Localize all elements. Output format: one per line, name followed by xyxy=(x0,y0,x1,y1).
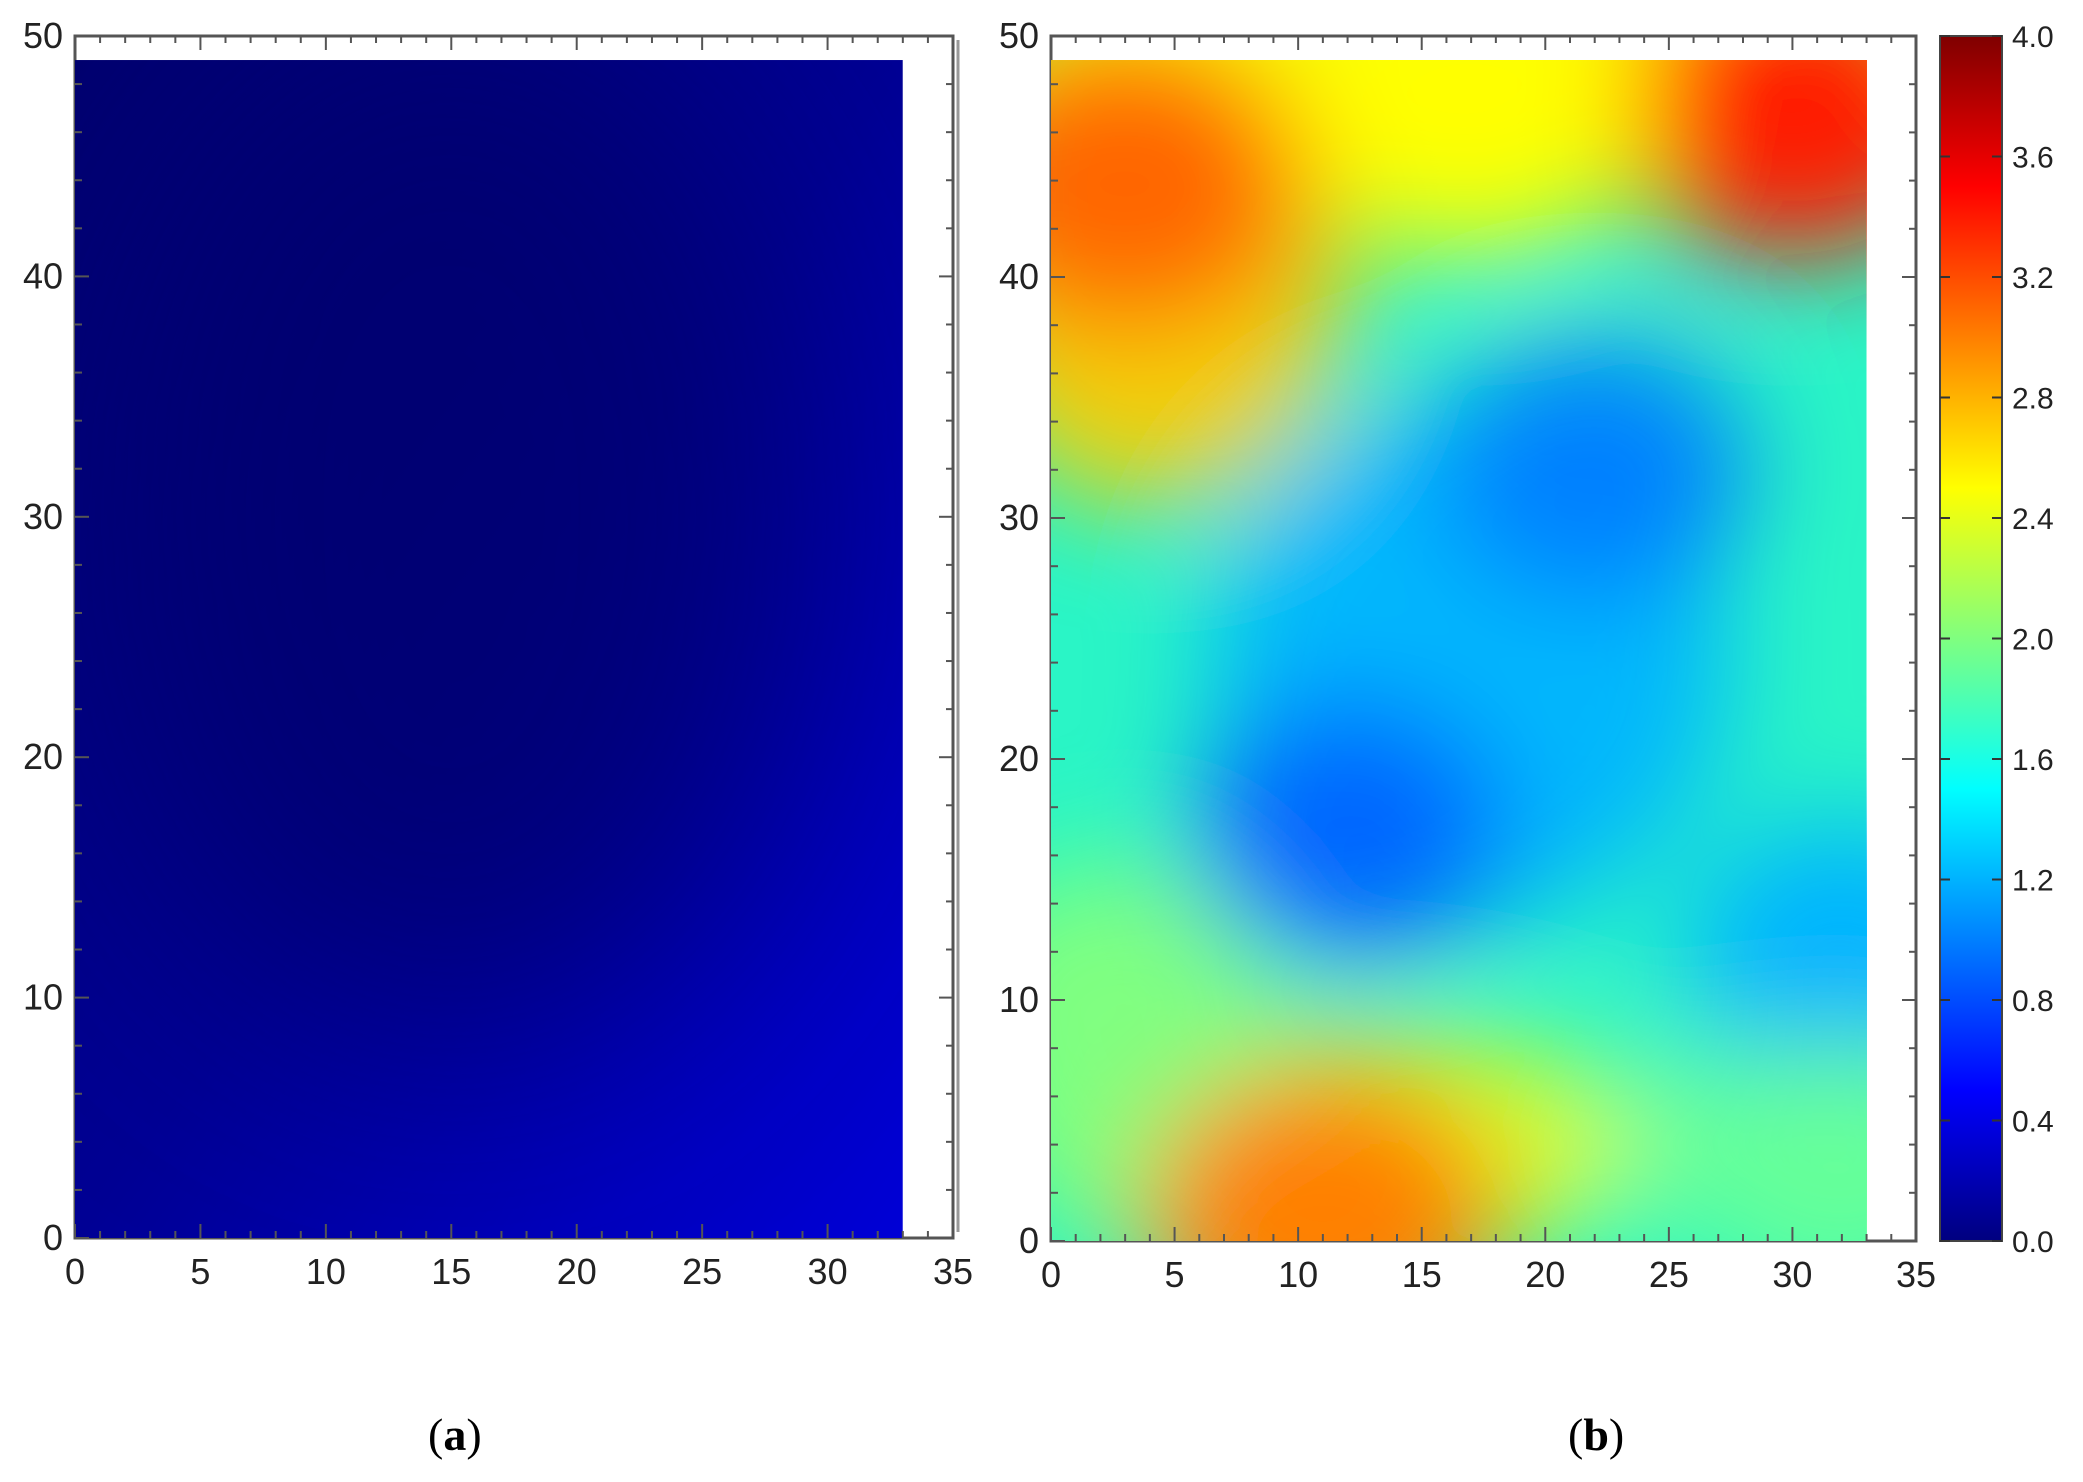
heatmap-feature xyxy=(1291,60,1652,259)
x-tick-label: 25 xyxy=(1649,1254,1689,1295)
x-tick-label: 5 xyxy=(190,1251,210,1292)
y-tick-label: 40 xyxy=(999,256,1039,297)
y-axis-ticks-a: 0 10 20 30 40 50 xyxy=(23,15,953,1258)
x-axis-ticks-b: 0 5 10 15 20 25 30 35 xyxy=(1041,36,1936,1295)
colorbar-tick-label: 2.4 xyxy=(2012,503,2054,536)
panel-label-a: (a) xyxy=(428,1409,482,1460)
y-tick-label: 0 xyxy=(43,1217,63,1258)
y-tick-label: 20 xyxy=(999,738,1039,779)
x-tick-label: 10 xyxy=(1278,1254,1318,1295)
y-tick-label: 30 xyxy=(23,496,63,537)
colorbar-tick-label: 2.8 xyxy=(2012,383,2054,416)
colorbar-tick-label: 1.2 xyxy=(2012,865,2054,898)
heatmap-feature xyxy=(1051,870,1257,1130)
x-axis-ticks-a: 0 5 10 15 20 25 30 35 xyxy=(65,36,973,1292)
x-tick-label: 15 xyxy=(1402,1254,1442,1295)
y-tick-label: 10 xyxy=(23,977,63,1018)
colorbar-tick-label: 3.2 xyxy=(2012,262,2054,295)
heatmap-dark-region-a xyxy=(91,60,812,1037)
y-axis-ticks-b: 0 10 20 30 40 50 xyxy=(999,15,1916,1261)
colorbar-tick-label: 2.0 xyxy=(2012,624,2054,657)
colorbar-tick-label: 0.8 xyxy=(2012,985,2054,1018)
x-tick-label: 35 xyxy=(933,1251,973,1292)
x-tick-label: 20 xyxy=(557,1251,597,1292)
x-tick-label: 0 xyxy=(65,1251,85,1292)
heatmap-feature xyxy=(1685,1038,1867,1242)
heatmap-panel-a: 0 5 10 15 20 25 30 35 0 10 20 30 40 50 xyxy=(23,15,973,1292)
x-tick-label: 15 xyxy=(431,1251,471,1292)
x-tick-label: 25 xyxy=(682,1251,722,1292)
colorbar-tick-label: 1.6 xyxy=(2012,744,2054,777)
colorbar-ticks: 0.0 0.4 0.8 1.2 1.6 2.0 2.4 2.8 3.2 3.6 4.0 xyxy=(1940,21,2054,1259)
colorbar-tick-label: 4.0 xyxy=(2012,21,2054,54)
y-tick-label: 30 xyxy=(999,497,1039,538)
x-tick-label: 0 xyxy=(1041,1254,1061,1295)
panel-label-b: (b) xyxy=(1568,1409,1625,1460)
heatmap-feature xyxy=(1142,1066,1503,1242)
y-tick-label: 10 xyxy=(999,979,1039,1020)
colorbar: 0.0 0.4 0.8 1.2 1.6 2.0 2.4 2.8 3.2 3.6 4.0 xyxy=(1939,21,2054,1259)
heatmap-panel-b: 0 5 10 15 20 25 30 35 0 10 20 30 40 50 xyxy=(999,15,1936,1295)
y-tick-label: 0 xyxy=(1019,1220,1039,1261)
x-tick-label: 30 xyxy=(808,1251,848,1292)
heatmap-feature xyxy=(1191,701,1504,962)
colorbar-tick-label: 3.6 xyxy=(2012,142,2054,175)
y-tick-label: 20 xyxy=(23,736,63,777)
colorbar-tick-label: 0.0 xyxy=(2012,1226,2054,1259)
x-tick-label: 35 xyxy=(1896,1254,1936,1295)
x-tick-label: 10 xyxy=(306,1251,346,1292)
y-tick-label: 50 xyxy=(23,15,63,56)
heatmap-feature xyxy=(1685,821,1867,1082)
heatmap-feature xyxy=(1612,60,1867,259)
y-tick-label: 40 xyxy=(23,255,63,296)
x-tick-label: 20 xyxy=(1525,1254,1565,1295)
colorbar-tick-label: 0.4 xyxy=(2012,1106,2054,1139)
x-tick-label: 5 xyxy=(1165,1254,1185,1295)
heatmap-feature xyxy=(1438,339,1751,600)
y-tick-label: 50 xyxy=(999,15,1039,56)
x-tick-label: 30 xyxy=(1772,1254,1812,1295)
heatmap-feature xyxy=(1051,60,1306,331)
